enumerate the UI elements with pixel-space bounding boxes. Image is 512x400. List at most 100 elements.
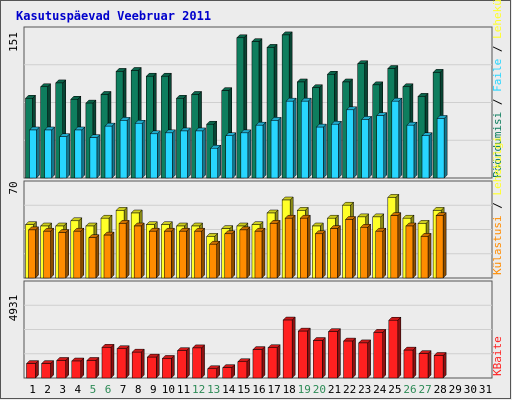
visits-bar — [118, 219, 130, 279]
files-bar — [74, 126, 86, 179]
x-tick-label: 21 — [328, 383, 341, 396]
kbytes-bar — [116, 345, 130, 379]
x-tick-label: 22 — [343, 383, 356, 396]
files-bar — [315, 123, 327, 179]
top-y-max-label: 151 — [7, 32, 20, 52]
bottom-right-legend: KBaite — [491, 336, 504, 376]
files-bar — [391, 97, 403, 179]
x-tick-label: 25 — [388, 383, 401, 396]
x-tick-label: 16 — [252, 383, 265, 396]
kbytes-bar — [161, 354, 175, 379]
x-tick-label: 15 — [237, 383, 250, 396]
visits-bar — [284, 214, 296, 279]
kbytes-bar — [191, 344, 206, 379]
kbytes-bar — [146, 353, 160, 379]
kbytes-bar — [25, 360, 40, 379]
x-tick-label: 19 — [298, 383, 311, 396]
x-tick-label: 2 — [44, 383, 51, 396]
x-tick-label: 31 — [479, 383, 492, 396]
legend-separator: / — [491, 92, 504, 112]
files-bar — [89, 134, 101, 179]
visits-bar — [193, 227, 206, 279]
visits-bar — [360, 223, 372, 279]
x-tick-label: 7 — [120, 383, 127, 396]
x-tick-label: 27 — [418, 383, 431, 396]
kbytes-bar — [342, 337, 357, 379]
x-tick-label: 4 — [74, 383, 81, 396]
x-tick-label: 23 — [358, 383, 371, 396]
visits-bar — [88, 234, 100, 279]
files-bar — [194, 127, 207, 179]
files-bar — [164, 129, 176, 179]
visits-bar — [329, 224, 342, 279]
files-bar — [421, 132, 433, 179]
legend-visits: Külastusi — [491, 215, 504, 275]
kbytes-bar — [418, 350, 432, 379]
visits-bar — [344, 215, 357, 279]
bottom-y-max-label: 4931 — [7, 295, 20, 322]
visits-bar — [133, 222, 145, 279]
visits-bar — [42, 227, 55, 279]
kbytes-bar — [131, 348, 145, 379]
files-bar — [361, 115, 373, 179]
top-right-legend: Pöördumisi / Faile / Lehekülgi — [491, 0, 504, 178]
files-bar — [240, 129, 252, 179]
kbytes-bar — [86, 356, 100, 379]
files-bar — [43, 126, 56, 179]
files-bar — [119, 116, 131, 179]
kbytes-bar — [222, 364, 236, 379]
files-bar — [134, 119, 146, 179]
files-bar — [376, 111, 388, 179]
kbytes-bar — [403, 346, 417, 379]
x-tick-label: 1 — [29, 383, 36, 396]
x-tick-label: 28 — [434, 383, 447, 396]
legend-files: Faile — [491, 59, 504, 92]
files-bar — [345, 106, 358, 179]
x-tick-label: 13 — [207, 383, 220, 396]
legend-pages: Lehekülgi — [491, 136, 504, 196]
x-tick-label: 17 — [267, 383, 280, 396]
visits-bar — [314, 230, 326, 279]
visits-bar — [58, 228, 70, 279]
legend-hits: Pöördumisi — [491, 112, 504, 178]
legend-separator: / — [491, 39, 504, 59]
x-tick-label: 9 — [150, 383, 157, 396]
x-tick-label: 10 — [162, 383, 175, 396]
files-bar — [104, 122, 116, 179]
visits-bar — [435, 211, 447, 279]
visits-bar — [224, 230, 236, 279]
files-bar — [270, 116, 282, 179]
files-bar — [436, 114, 448, 179]
kbytes-bar — [267, 344, 281, 379]
hits-files-panel — [23, 26, 493, 179]
visits-bar — [209, 240, 221, 279]
x-tick-label: 11 — [177, 383, 190, 396]
x-tick-label: 3 — [59, 383, 66, 396]
x-tick-label: 8 — [135, 383, 142, 396]
visits-bar — [103, 231, 115, 279]
kbytes-bar — [388, 316, 402, 379]
kbytes-bar — [56, 356, 70, 379]
kbytes-bar — [176, 347, 191, 379]
kbytes-panel — [23, 280, 493, 379]
x-tick-label: 18 — [283, 383, 296, 396]
x-tick-label: 29 — [449, 383, 462, 396]
middle-y-max-label: 70 — [7, 181, 20, 194]
kbytes-bar — [312, 336, 326, 379]
kbytes-bar — [207, 365, 221, 379]
kbytes-bar — [252, 345, 266, 379]
files-bar — [59, 133, 71, 179]
kbytes-bar — [237, 358, 251, 379]
x-tick-label: 24 — [373, 383, 387, 396]
visits-bar — [405, 222, 417, 279]
x-tick-label: 12 — [192, 383, 205, 396]
x-tick-label: 5 — [90, 383, 97, 396]
visits-bar — [375, 227, 387, 279]
x-tick-label: 6 — [105, 383, 112, 396]
visits-bar — [299, 214, 311, 279]
files-bar — [179, 127, 192, 179]
visits-bar — [269, 219, 281, 279]
pages-visits-panel — [23, 180, 493, 279]
